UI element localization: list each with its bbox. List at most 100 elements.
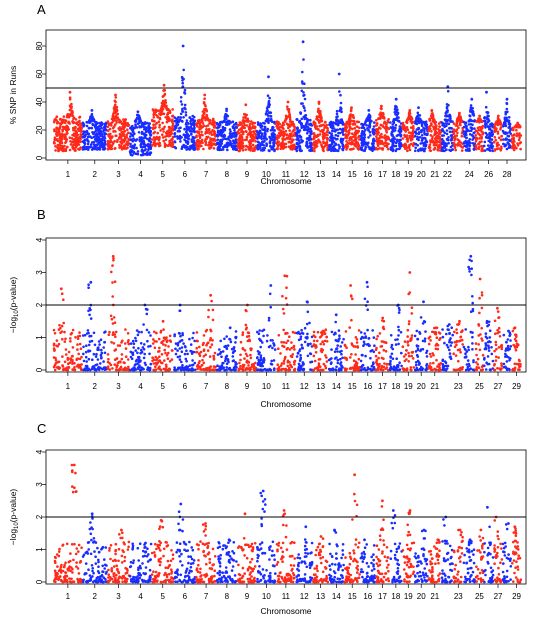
data-point [432,120,436,124]
data-point [174,352,178,356]
data-point [270,132,274,136]
data-point [513,133,516,136]
data-point [106,120,110,123]
data-point [196,339,199,343]
data-point [337,143,340,147]
data-point [408,136,412,140]
y-tick-label: 3 [35,270,44,275]
data-point [434,130,438,134]
data-point [263,368,267,371]
data-point [323,126,326,129]
data-point [147,144,150,148]
data-point [63,121,67,125]
data-point [107,129,110,132]
data-point [336,128,339,132]
data-point [499,121,502,125]
data-point [139,342,143,345]
data-point [459,117,463,120]
data-point [312,143,316,146]
data-point [173,140,177,144]
data-point [271,135,274,139]
data-point [158,355,161,359]
x-tick-label: 22 [443,170,452,179]
data-point [111,121,114,124]
data-point [318,140,321,143]
y-tick-label: 4 [35,237,44,242]
data-point [462,141,466,144]
data-point [392,140,396,143]
data-point [245,138,248,141]
data-point [155,121,159,125]
data-point [80,363,83,366]
data-point [268,96,271,100]
data-point [164,101,168,104]
data-point [408,145,411,149]
data-point [282,127,285,131]
data-point [452,131,456,135]
data-point [60,144,64,148]
data-point [442,142,446,146]
data-point [71,328,75,332]
data-point [161,133,164,136]
data-point [202,355,206,358]
data-point [83,142,87,146]
data-point [288,137,292,141]
data-point [431,116,435,119]
data-point [124,142,128,146]
data-point [223,119,226,122]
data-point [190,138,193,141]
data-point [146,137,149,141]
data-point [92,146,96,150]
data-point [154,365,157,369]
peak-point [478,114,481,118]
data-point [202,111,206,114]
data-point [237,137,241,140]
data-point [270,363,274,366]
data-point [220,139,224,143]
data-point [502,131,506,135]
peak-point [181,44,185,48]
data-point [171,118,174,121]
data-point [195,346,198,350]
data-point [346,145,350,148]
data-point [53,136,57,139]
data-point [493,148,497,151]
data-point [236,130,240,133]
data-point [337,131,340,135]
data-point [106,144,110,148]
data-point [95,121,99,125]
data-point [146,366,150,369]
data-point [335,118,338,121]
data-point [200,144,203,148]
data-point [124,347,128,350]
data-point [154,108,157,111]
data-point [218,132,221,136]
data-point [141,153,144,157]
data-point [326,129,330,132]
data-point [245,113,248,117]
data-point [353,122,356,126]
data-point [69,340,72,343]
data-point [118,126,122,129]
data-point [478,145,481,148]
data-point [84,368,88,371]
data-point [315,145,319,148]
x-tick-label: 13 [316,170,325,179]
data-point [488,149,492,152]
data-point [188,116,192,119]
data-point [420,119,423,123]
data-point [270,147,273,151]
data-point [381,116,385,120]
data-point [206,135,210,139]
data-point [474,144,478,147]
data-point [62,321,65,325]
data-point [405,138,409,141]
data-point [261,149,264,152]
data-point [457,141,460,145]
data-point [119,360,122,364]
data-point [101,138,105,142]
data-point [293,125,296,129]
data-point [209,365,212,368]
data-point [136,362,139,366]
